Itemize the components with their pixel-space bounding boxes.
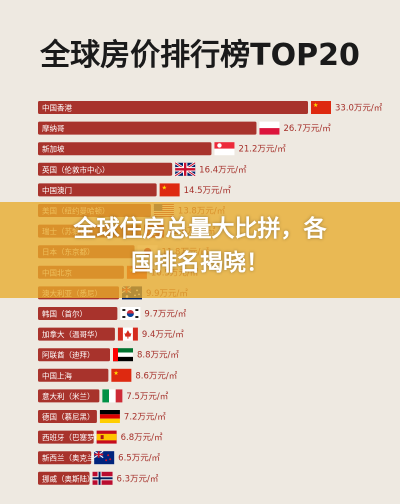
bar [38,410,97,423]
flag-icon-norway [92,471,113,485]
value-label: 6.3万元/㎡ [117,474,159,484]
flag-icon-spain [96,430,117,444]
category-label: 加拿大（温哥华） [42,329,102,339]
value-label: 9.4万元/㎡ [142,330,184,340]
bar [38,142,212,156]
svg-text:★: ★ [113,370,118,377]
flag-icon-korea [120,307,141,320]
overlay-banner [0,202,400,298]
flag-icon-italy [102,389,123,403]
svg-text:★: ★ [313,102,318,109]
flag-icon-uk [174,161,196,177]
flag-icon-new-zealand [93,450,115,465]
value-label: 33.0万元/㎡ [335,104,383,114]
category-label: 新加坡 [42,144,65,154]
category-label: 意大利（米兰） [42,391,95,401]
flag-icon-china: ★ [111,368,132,382]
flag-icon-uae [113,348,133,362]
bar [38,348,110,362]
bar [38,307,118,320]
value-label: 9.7万元/㎡ [144,310,186,320]
category-label: 摩纳哥 [42,123,65,133]
bar [38,183,157,197]
category-label: 英国（伦敦市中心） [42,164,110,174]
category-label: 中国上海 [42,370,72,380]
value-label: 6.8万元/㎡ [121,433,163,443]
bar [38,101,308,114]
flag-icon-china: ★ [311,101,331,114]
category-label: 中国澳门 [42,185,72,195]
banner-headline: 全球住房总量大比拼，各 国排名揭晓！ [20,212,380,280]
value-label: 26.7万元/㎡ [283,124,331,134]
flag-icon-singapore [214,142,235,156]
bar [38,327,115,341]
flag-icon-poland-like [259,121,280,135]
value-label: 6.5万元/㎡ [118,454,160,464]
chart-title: 全球房价排行榜TOP20 [40,38,360,73]
category-label: 阿联酋（迪拜） [42,350,95,360]
category-label: 中国香港 [42,103,72,113]
category-label: 西班牙（巴塞罗那） [42,432,110,442]
flag-icon-china: ★ [159,183,180,197]
category-label: 韩国（首尔） [42,309,87,319]
flag-icon-canada [117,327,138,341]
banner-line-1: 全球住房总量大比拼，各 [73,216,327,242]
value-label: 8.6万元/㎡ [135,371,177,381]
category-label: 挪威（奥斯陆） [42,473,95,483]
bar [38,451,92,465]
flag-icon-germany [99,410,120,423]
category-label: 新西兰（奥克兰） [42,453,102,463]
bar [38,389,100,403]
bar [38,162,173,176]
svg-text:★: ★ [162,184,167,191]
value-label: 16.4万元/㎡ [199,165,247,175]
value-label: 7.5万元/㎡ [126,392,168,402]
value-label: 8.8万元/㎡ [137,351,179,361]
bar [38,430,94,444]
bar [38,471,90,485]
value-label: 14.5万元/㎡ [184,186,232,196]
banner-line-2: 国排名揭晓！ [131,250,269,276]
value-label: 21.2万元/㎡ [238,145,286,155]
value-label: 7.2万元/㎡ [124,413,166,423]
bar [38,368,109,382]
bar [38,121,257,135]
category-label: 德国（慕尼黑） [42,412,95,422]
